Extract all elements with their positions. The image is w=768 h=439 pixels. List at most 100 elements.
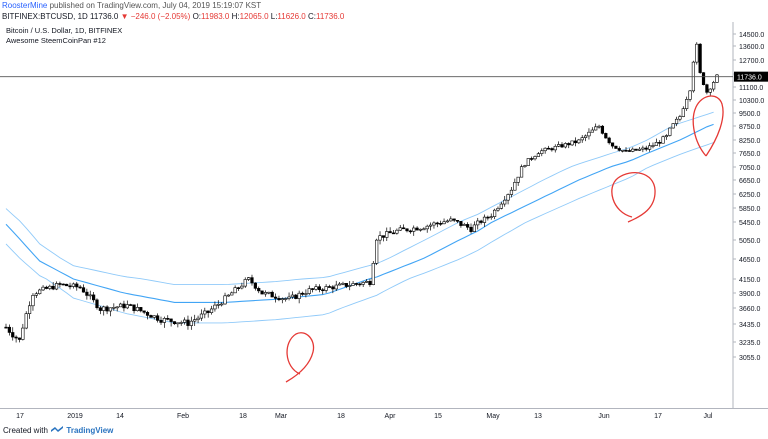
candle-body (459, 221, 463, 226)
candle-body (364, 281, 369, 283)
candle-body (260, 290, 264, 295)
candle-body (327, 286, 332, 288)
candle-body (182, 319, 187, 323)
candle-body (550, 148, 554, 151)
candle-body (314, 286, 318, 290)
candle-body (115, 306, 119, 309)
candle-body (348, 285, 352, 287)
annotation-circle (611, 172, 656, 223)
candle-body (654, 142, 658, 146)
candle-body (213, 304, 217, 310)
candle-body (701, 72, 706, 85)
candle-body (92, 294, 96, 301)
x-tick-label: 17 (16, 413, 24, 420)
candle-body (543, 147, 547, 152)
last-price: 11736.0 (90, 12, 119, 21)
candle-body (388, 231, 392, 234)
candle-body (476, 220, 480, 226)
candle-body (499, 203, 503, 209)
candle-body (486, 216, 490, 219)
candle-body (378, 235, 382, 241)
candle-body (610, 142, 615, 147)
publication-info: published on TradingView.com, July 04, 2… (49, 1, 262, 10)
candle-body (466, 224, 470, 228)
candle-body (334, 284, 338, 290)
annotation-circle (692, 95, 724, 157)
tradingview-brand[interactable]: TradingView (66, 426, 114, 435)
candle-body (317, 286, 321, 291)
candle-body (405, 228, 409, 232)
symbol-label: BITFINEX:BTCUSD, 1D (2, 12, 88, 21)
candle-body (166, 318, 170, 320)
candle-body (455, 220, 460, 222)
open-value: 11983.0 (201, 12, 230, 21)
candle-body (209, 308, 214, 313)
author-link[interactable]: RoosterMine (2, 1, 48, 10)
candle-body (233, 287, 237, 294)
candle-body (536, 153, 541, 157)
candle-body (519, 166, 524, 178)
candle-body (641, 147, 645, 150)
candle-body (263, 292, 268, 295)
price-label-bg (734, 71, 768, 82)
y-tick-label: 7650.0 (739, 151, 761, 158)
candle-body (624, 149, 628, 152)
high-value: 12065.0 (239, 12, 269, 21)
candle-body (189, 320, 193, 326)
candle-body (442, 221, 446, 225)
candle-body (98, 307, 102, 311)
candle-body (152, 315, 156, 318)
candle-body (71, 283, 75, 287)
chart-title: Bitcoin / U.S. Dollar, 1D, BITFINEX (6, 26, 122, 35)
candle-body (590, 129, 594, 133)
candle-body (604, 133, 608, 139)
candle-body (418, 228, 423, 231)
candle-body (88, 294, 92, 297)
candle-body (452, 218, 456, 221)
candle-body (199, 313, 204, 319)
y-tick-label: 6250.0 (739, 192, 761, 199)
candle-body (658, 142, 662, 144)
upper-band-line (5, 111, 714, 286)
annotations (285, 95, 724, 383)
candle-body (132, 304, 136, 312)
y-tick-label: 8250.0 (739, 138, 761, 145)
price-chart[interactable]: Bitcoin / U.S. Dollar, 1D, BITFINEX Awes… (0, 22, 768, 424)
candle-body (270, 291, 274, 298)
candle-body (65, 283, 69, 287)
candle-body (284, 298, 288, 300)
y-tick-label: 7050.0 (739, 165, 761, 172)
y-tick-label: 13600.0 (739, 44, 764, 51)
candle-body (240, 285, 244, 289)
candle-body (48, 285, 52, 289)
y-tick-label: 5850.0 (739, 206, 761, 213)
candle-body (27, 305, 32, 314)
candle-body (435, 222, 439, 225)
candle-body (290, 294, 295, 298)
candle-body (31, 295, 35, 307)
candle-body (34, 293, 38, 296)
y-tick-label: 8750.0 (739, 124, 761, 131)
candle-body (17, 337, 22, 340)
x-tick-label: 18 (337, 413, 345, 420)
candle-body (169, 318, 173, 322)
candle-body (44, 286, 49, 289)
candle-body (634, 148, 638, 151)
candle-body (257, 288, 261, 292)
candle-body (651, 145, 655, 147)
candle-body (395, 229, 399, 234)
candle-body (664, 135, 669, 138)
candle-body (344, 283, 348, 287)
candle-body (223, 295, 227, 305)
candle-body (145, 312, 150, 316)
candle-body (331, 286, 335, 290)
candle-body (4, 326, 8, 329)
candle-body (216, 303, 220, 306)
candle-body (523, 165, 527, 167)
moving-average-bands (5, 111, 714, 324)
close-label: C: (307, 12, 316, 21)
candle-body (391, 232, 396, 235)
candle-body (95, 299, 99, 309)
candle-body (324, 286, 328, 291)
candle-body (81, 287, 86, 293)
